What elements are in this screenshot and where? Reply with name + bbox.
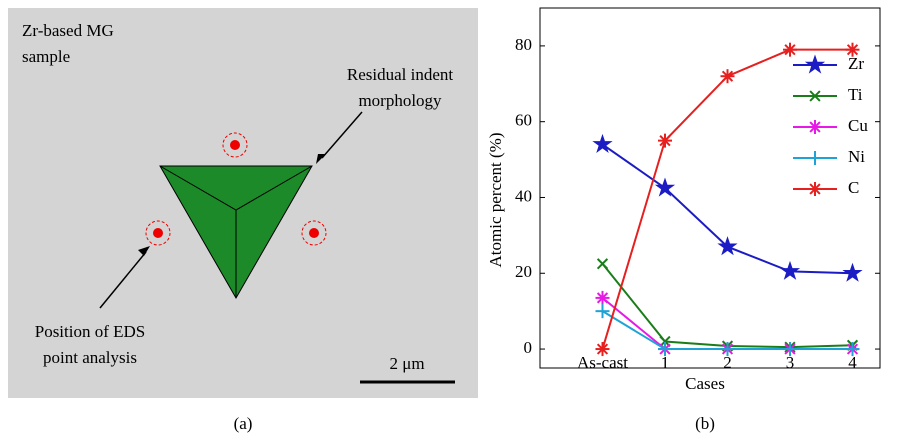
marker [595,290,610,305]
marker [595,304,610,319]
sample-label: Zr-based MG [22,21,114,40]
marker [808,151,822,165]
eds-label: Position of EDS [35,322,146,341]
marker [783,42,797,57]
plot-frame [539,7,881,369]
x-tick-label: 4 [848,353,857,372]
x-tick-label: 2 [723,353,732,372]
eds-points [145,132,327,246]
marker [720,342,735,357]
marker [804,54,826,74]
indent-label: Residual indent [347,65,454,84]
x-tick-label: 1 [661,353,670,372]
series-line [601,297,853,351]
marker [658,133,672,148]
arrow [99,251,147,309]
marker-shape [654,177,676,197]
marker [808,120,822,134]
legend-label: Zr [848,54,864,73]
caption: (b) [695,414,715,433]
y-tick-label: 60 [515,111,532,130]
marker [596,258,609,270]
y-tick-label: 0 [524,338,533,357]
scale-label: 2 μm [389,354,424,373]
legend-label: Cu [848,116,868,135]
marker [658,342,672,357]
legend-label: Ti [848,85,863,104]
marker-stroke [596,258,609,270]
marker [808,182,822,196]
marker [720,69,735,84]
marker [592,133,613,153]
marker-shape [804,54,826,74]
marker [779,260,801,280]
eds-label: point analysis [43,348,137,367]
marker-shape [779,260,801,280]
y-tick-label: 80 [515,35,532,54]
marker [595,342,610,357]
marker [783,342,797,357]
x-tick-label: As-cast [577,353,628,372]
arrow [321,111,363,159]
sample-label: sample [22,47,70,66]
marker [845,342,860,357]
x-axis-label: Cases [685,374,725,393]
indent-edges [159,165,313,298]
y-axis-label: Atomic percent (%) [486,133,505,268]
marker [809,90,821,102]
legend-label: Ni [848,147,865,166]
indent-label: morphology [358,91,442,110]
marker [717,236,738,256]
marker [842,262,863,282]
y-tick-label: 20 [515,262,532,281]
marker-shape [592,133,613,153]
marker [654,177,676,197]
arrow-head [138,246,150,256]
y-tick-label: 40 [515,186,532,205]
marker-stroke [809,90,821,102]
arrow-head [316,154,326,164]
marker [845,42,860,57]
marker-shape [717,236,738,256]
marker-shape [842,262,863,282]
legend-label: C [848,178,859,197]
x-tick-label: 3 [786,353,795,372]
caption: (a) [234,414,253,433]
